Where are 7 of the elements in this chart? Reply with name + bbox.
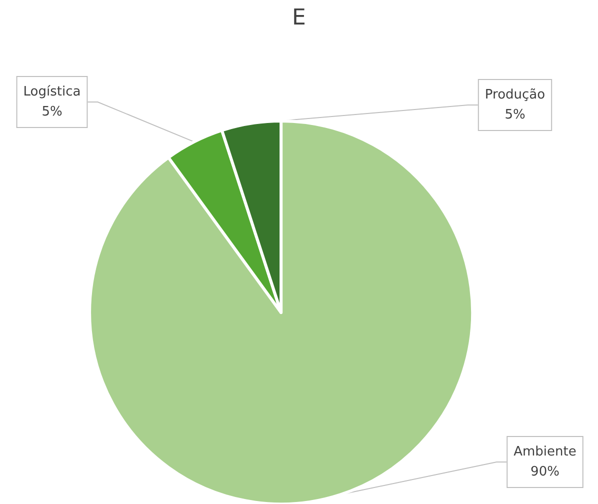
- slice-label: Logística: [23, 84, 81, 100]
- slice-label: Produção: [484, 88, 546, 102]
- slice-label: Ambiente: [514, 444, 576, 460]
- data-label: 90%: [530, 464, 560, 480]
- data-label: 5%: [42, 104, 62, 120]
- chart-title: E: [292, 6, 306, 30]
- data-label: 5%: [504, 108, 526, 122]
